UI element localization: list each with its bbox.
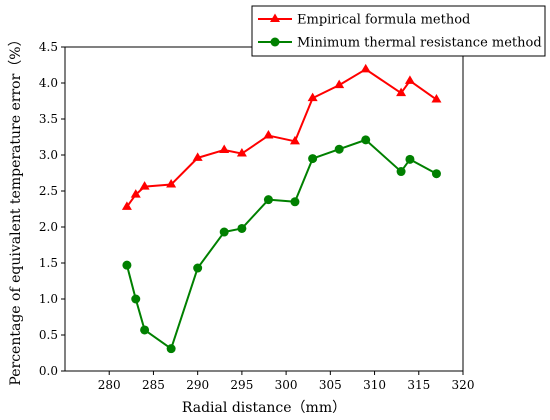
x-tick-label: 295 bbox=[230, 378, 253, 392]
data-point-empirical bbox=[139, 181, 150, 190]
data-point-empirical bbox=[289, 135, 300, 145]
data-point-minimum bbox=[237, 223, 247, 233]
series-minimum bbox=[122, 135, 441, 354]
legend-label-empirical: Empirical formula method bbox=[297, 13, 470, 28]
data-point-minimum bbox=[431, 169, 441, 179]
data-point-minimum bbox=[166, 344, 176, 354]
data-point-empirical bbox=[263, 130, 274, 139]
axis-ticks: 280 285 290 295 300 305 310 315 320 0.0 0.5 1.0 1.5 2… bbox=[39, 40, 475, 392]
x-tick-label: 320 bbox=[452, 378, 475, 392]
legend-marker-empirical bbox=[270, 13, 280, 22]
data-point-minimum bbox=[219, 227, 229, 237]
x-tick-label: 315 bbox=[407, 378, 430, 392]
x-tick-label: 280 bbox=[98, 378, 121, 392]
data-point-minimum bbox=[122, 260, 132, 270]
data-point-empirical bbox=[192, 152, 203, 161]
data-point-minimum bbox=[361, 135, 371, 145]
y-tick-label: 4.0 bbox=[39, 76, 58, 90]
y-tick-label: 3.0 bbox=[39, 148, 58, 162]
data-point-minimum bbox=[140, 325, 150, 335]
data-point-empirical bbox=[334, 79, 345, 89]
data-point-minimum bbox=[405, 154, 415, 164]
y-axis-title: Percentage of equivalent temperature err… bbox=[8, 32, 24, 385]
series-line-minimum bbox=[125, 138, 437, 350]
data-point-empirical bbox=[166, 179, 177, 188]
y-tick-label: 1.0 bbox=[39, 292, 58, 306]
data-point-empirical bbox=[396, 87, 407, 97]
legend-marker-minimum bbox=[270, 37, 280, 47]
y-tick-label: 1.5 bbox=[39, 256, 58, 270]
data-point-minimum bbox=[193, 263, 203, 273]
x-tick-label: 310 bbox=[363, 378, 386, 392]
x-tick-label: 300 bbox=[275, 378, 298, 392]
x-tick-label: 305 bbox=[319, 378, 342, 392]
data-point-empirical bbox=[219, 144, 230, 153]
x-tick-label: 290 bbox=[186, 378, 209, 392]
legend-box bbox=[251, 5, 546, 57]
data-point-empirical bbox=[307, 92, 318, 102]
data-point-minimum bbox=[131, 294, 141, 304]
y-tick-label: 2.0 bbox=[39, 220, 58, 234]
y-tick-label: 0.5 bbox=[39, 328, 58, 342]
y-tick-label: 3.5 bbox=[39, 112, 58, 126]
data-point-empirical bbox=[404, 75, 415, 84]
y-tick-label: 4.5 bbox=[39, 40, 58, 54]
y-tick-label: 2.5 bbox=[39, 184, 58, 198]
data-point-empirical bbox=[121, 201, 132, 210]
data-point-empirical bbox=[431, 94, 442, 103]
data-point-empirical bbox=[130, 189, 141, 198]
legend: Empirical formula method Minimum thermal… bbox=[251, 5, 546, 57]
x-axis-title: Radial distance（mm） bbox=[182, 400, 346, 416]
data-point-empirical bbox=[360, 63, 371, 73]
data-point-minimum bbox=[290, 197, 300, 207]
data-point-minimum bbox=[308, 154, 318, 164]
legend-label-minimum: Minimum thermal resistance method bbox=[297, 36, 542, 51]
y-tick-label: 0.0 bbox=[39, 364, 58, 378]
data-point-minimum bbox=[263, 195, 273, 205]
x-tick-label: 285 bbox=[142, 378, 165, 392]
series-empirical bbox=[121, 63, 442, 210]
data-point-minimum bbox=[396, 167, 406, 177]
series-layer bbox=[121, 63, 442, 354]
data-point-minimum bbox=[334, 144, 344, 154]
data-point-empirical bbox=[236, 148, 247, 157]
